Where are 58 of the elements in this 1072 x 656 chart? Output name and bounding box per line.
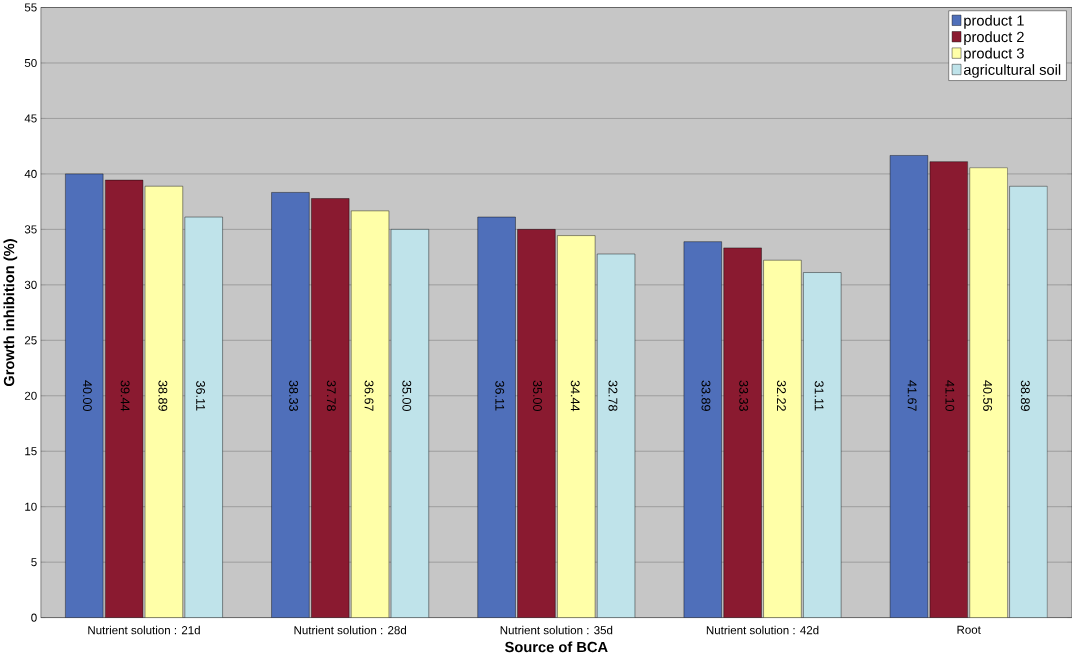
y-tick-label: 0 bbox=[31, 613, 37, 622]
x-tick-label: Nutrient solution : 28d bbox=[294, 625, 407, 635]
y-tick-label: 45 bbox=[24, 114, 37, 123]
y-tick-label: 40 bbox=[24, 169, 37, 179]
bar bbox=[184, 216, 223, 618]
data-label: 33.33 bbox=[739, 380, 749, 412]
bar bbox=[803, 272, 842, 618]
legend-label: product 1 bbox=[964, 15, 1024, 29]
y-tick-label: 35 bbox=[24, 225, 37, 234]
y-tick-label: 50 bbox=[24, 59, 37, 68]
data-label: 38.33 bbox=[289, 380, 299, 412]
y-tick-label: 15 bbox=[25, 447, 37, 456]
x-tick-label: Root bbox=[957, 625, 981, 634]
data-label: 35.00 bbox=[402, 380, 412, 412]
y-tick-label: 10 bbox=[25, 502, 37, 511]
legend-label: product 3 bbox=[964, 47, 1024, 62]
data-label: 35.00 bbox=[533, 380, 542, 412]
x-axis-title: Source of BCA bbox=[505, 641, 608, 653]
data-label: 36.11 bbox=[495, 381, 505, 411]
y-tick-label: 5 bbox=[31, 558, 37, 567]
x-tick-label: Nutrient solution : 42d bbox=[706, 625, 819, 635]
y-tick-label: 25 bbox=[24, 336, 37, 345]
bar bbox=[929, 161, 968, 618]
bar bbox=[390, 229, 429, 618]
bar bbox=[311, 198, 350, 618]
data-label: 40.56 bbox=[983, 380, 993, 412]
data-label: 31.11 bbox=[814, 381, 824, 411]
data-label: 38.89 bbox=[158, 380, 168, 412]
bar bbox=[597, 253, 636, 618]
data-label: 38.89 bbox=[1020, 380, 1030, 412]
legend-label: agricultural soil bbox=[963, 64, 1061, 78]
data-label: 32.22 bbox=[776, 380, 786, 411]
bar bbox=[723, 247, 762, 618]
bar bbox=[65, 173, 104, 618]
data-label: 33.89 bbox=[701, 380, 711, 412]
y-tick-label: 55 bbox=[24, 3, 37, 12]
data-label: 36.67 bbox=[364, 380, 374, 411]
bar bbox=[477, 216, 516, 618]
bar bbox=[105, 180, 144, 618]
data-label: 41.67 bbox=[907, 380, 917, 411]
data-label: 32.78 bbox=[608, 380, 618, 412]
y-tick-label: 30 bbox=[24, 280, 37, 290]
data-label: 34.44 bbox=[570, 380, 580, 412]
bar bbox=[683, 241, 722, 618]
data-label: 39.44 bbox=[120, 380, 130, 412]
x-tick-label: Nutrient solution : 21d bbox=[88, 625, 200, 635]
y-tick-label: 20 bbox=[24, 391, 37, 400]
y-axis-title: Growth inhibition (%) bbox=[3, 239, 18, 387]
data-label: 36.11 bbox=[196, 381, 206, 411]
data-label: 37.78 bbox=[326, 380, 336, 412]
data-label: 40.00 bbox=[82, 380, 92, 412]
bar bbox=[1009, 186, 1048, 618]
data-label: 41.10 bbox=[945, 380, 955, 412]
x-tick-label: Nutrient solution : 35d bbox=[500, 625, 613, 635]
bar bbox=[517, 229, 556, 618]
bar bbox=[889, 155, 929, 618]
bar bbox=[271, 192, 310, 618]
legend-label: product 2 bbox=[964, 31, 1024, 46]
